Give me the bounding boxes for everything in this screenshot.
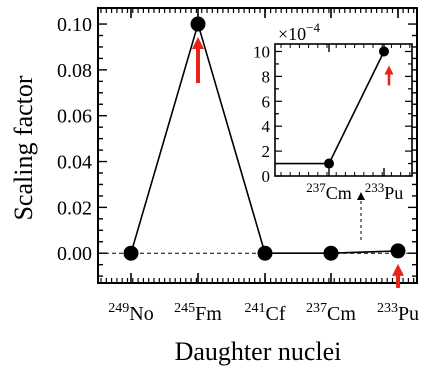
x-tick-label: 237Cm xyxy=(306,301,356,325)
inset-y-tick-label: 8 xyxy=(262,67,271,86)
x-tick-label-element: Pu xyxy=(398,303,419,325)
inset-x-tick-label-element: Pu xyxy=(384,183,403,203)
y-tick-label: 0.02 xyxy=(57,197,92,219)
inset-x-tick-labels: 237Cm 233Pu xyxy=(306,180,403,203)
inset-x-tick-label-mass: 237 xyxy=(306,180,326,195)
data-point xyxy=(257,245,273,261)
data-point xyxy=(390,243,406,259)
data-point xyxy=(123,245,139,261)
x-tick-label-mass: 249 xyxy=(108,301,129,316)
x-tick-label-mass: 237 xyxy=(306,301,327,316)
x-tick-label-element: Fm xyxy=(195,303,222,325)
highlight-arrow xyxy=(192,37,204,84)
data-point xyxy=(190,16,206,32)
inset-plot: 0 2 4 6 8 10 237Cm 233Pu ×10−4 xyxy=(253,20,413,203)
y-tick-label: 0.04 xyxy=(57,152,92,174)
x-tick-label: 245Fm xyxy=(174,301,222,325)
y-tick-label: 0.10 xyxy=(57,14,92,36)
x-tick-label: 249No xyxy=(108,301,153,325)
inset-y-tick-label: 4 xyxy=(262,117,271,136)
highlight-arrow xyxy=(392,263,404,288)
y-tick-label: 0.06 xyxy=(57,106,92,128)
inset-y-tick-label: 0 xyxy=(262,167,271,186)
inset-y-tick-label: 6 xyxy=(262,92,271,111)
main-highlight-arrows xyxy=(192,37,404,288)
inset-y-multiplier-exponent: −4 xyxy=(306,20,320,35)
inset-highlight-arrows xyxy=(384,65,394,86)
x-tick-label: 241Cf xyxy=(245,301,286,325)
x-tick-label-mass: 233 xyxy=(377,301,398,316)
inset-highlight-arrow xyxy=(384,65,394,86)
main-series xyxy=(123,16,406,261)
x-tick-label: 233Pu xyxy=(377,301,419,325)
data-point xyxy=(323,245,339,261)
inset-y-tick-label: 10 xyxy=(253,42,270,61)
inset-data-point xyxy=(324,158,334,169)
inset-x-tick-label-mass: 233 xyxy=(365,180,385,195)
main-y-tick-labels: 0.00 0.02 0.04 0.06 0.08 0.10 xyxy=(57,14,92,265)
inset-y-tick-labels: 0 2 4 6 8 10 xyxy=(253,42,271,186)
inset-x-tick-label-element: Cm xyxy=(326,183,352,203)
inset-x-tick-label: 233Pu xyxy=(365,180,404,203)
y-axis-label: Scaling factor xyxy=(9,75,38,220)
x-tick-label-mass: 241 xyxy=(245,301,266,316)
x-tick-label-element: Cf xyxy=(266,303,286,325)
inset-series xyxy=(275,46,389,169)
inset-y-multiplier: ×10−4 xyxy=(278,20,320,44)
inset-y-tick-label: 2 xyxy=(262,142,271,161)
y-tick-label: 0.00 xyxy=(57,243,92,265)
x-tick-label-mass: 245 xyxy=(174,301,195,316)
x-axis-label: Daughter nuclei xyxy=(175,337,342,366)
main-x-tick-labels: 249No 245Fm 241Cf 237Cm 233Pu xyxy=(108,301,419,325)
inset-plot-frame xyxy=(274,43,413,177)
main-plot-frame xyxy=(97,7,418,284)
x-tick-label-element: No xyxy=(129,303,153,325)
y-tick-label: 0.08 xyxy=(57,60,92,82)
x-tick-label-element: Cm xyxy=(327,303,356,325)
inset-y-multiplier-base: ×10 xyxy=(278,24,306,44)
inset-data-point xyxy=(379,46,389,57)
inset-x-tick-label: 237Cm xyxy=(306,180,352,203)
